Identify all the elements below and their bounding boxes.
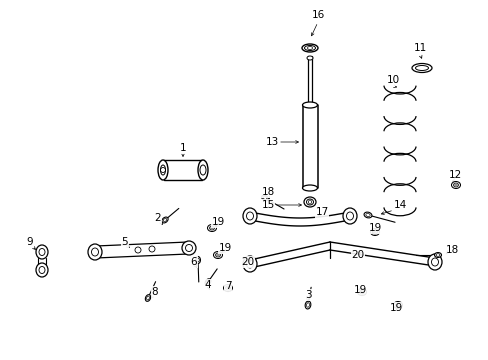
Ellipse shape: [411, 63, 431, 72]
Text: 19: 19: [388, 303, 402, 313]
Polygon shape: [96, 242, 187, 258]
Ellipse shape: [162, 217, 168, 223]
Text: 17: 17: [315, 207, 328, 217]
Text: 3: 3: [304, 290, 311, 300]
Text: 13: 13: [265, 137, 278, 147]
Ellipse shape: [342, 208, 356, 224]
Ellipse shape: [393, 302, 402, 309]
Text: 4: 4: [204, 280, 211, 290]
Ellipse shape: [306, 56, 312, 60]
Ellipse shape: [198, 160, 207, 180]
Text: 18: 18: [261, 187, 274, 197]
Ellipse shape: [223, 284, 232, 292]
Text: 20: 20: [241, 257, 254, 267]
Text: 7: 7: [224, 281, 231, 291]
Ellipse shape: [302, 102, 317, 108]
Ellipse shape: [243, 208, 257, 224]
Text: 16: 16: [311, 10, 324, 20]
Text: 14: 14: [392, 200, 406, 210]
Ellipse shape: [302, 44, 317, 52]
Text: 12: 12: [447, 170, 461, 180]
Text: 15: 15: [261, 200, 274, 210]
Ellipse shape: [145, 295, 150, 301]
Text: 19: 19: [218, 243, 231, 253]
Text: 2: 2: [154, 213, 161, 223]
Ellipse shape: [450, 181, 460, 189]
Ellipse shape: [36, 263, 48, 277]
Ellipse shape: [88, 244, 102, 260]
Ellipse shape: [182, 241, 196, 255]
Ellipse shape: [305, 301, 310, 309]
Ellipse shape: [434, 253, 441, 257]
Text: 10: 10: [386, 75, 399, 85]
Ellipse shape: [364, 212, 371, 218]
Ellipse shape: [195, 257, 200, 264]
Ellipse shape: [213, 252, 222, 258]
Ellipse shape: [158, 160, 168, 180]
Text: 9: 9: [27, 237, 33, 247]
Ellipse shape: [205, 279, 210, 285]
Ellipse shape: [261, 195, 268, 201]
Text: 5: 5: [122, 237, 128, 247]
Text: 19: 19: [353, 285, 366, 295]
Text: 19: 19: [211, 217, 224, 227]
Text: 6: 6: [190, 257, 197, 267]
Ellipse shape: [36, 245, 48, 259]
Ellipse shape: [207, 225, 216, 231]
Ellipse shape: [370, 229, 379, 235]
Text: 19: 19: [367, 223, 381, 233]
Text: 18: 18: [445, 245, 458, 255]
Text: 11: 11: [412, 43, 426, 53]
Ellipse shape: [302, 185, 317, 191]
Ellipse shape: [304, 197, 315, 207]
Text: 20: 20: [351, 250, 364, 260]
Ellipse shape: [427, 254, 441, 270]
Ellipse shape: [357, 288, 366, 296]
Text: 1: 1: [179, 143, 186, 153]
Ellipse shape: [243, 256, 257, 272]
Text: 8: 8: [151, 287, 158, 297]
